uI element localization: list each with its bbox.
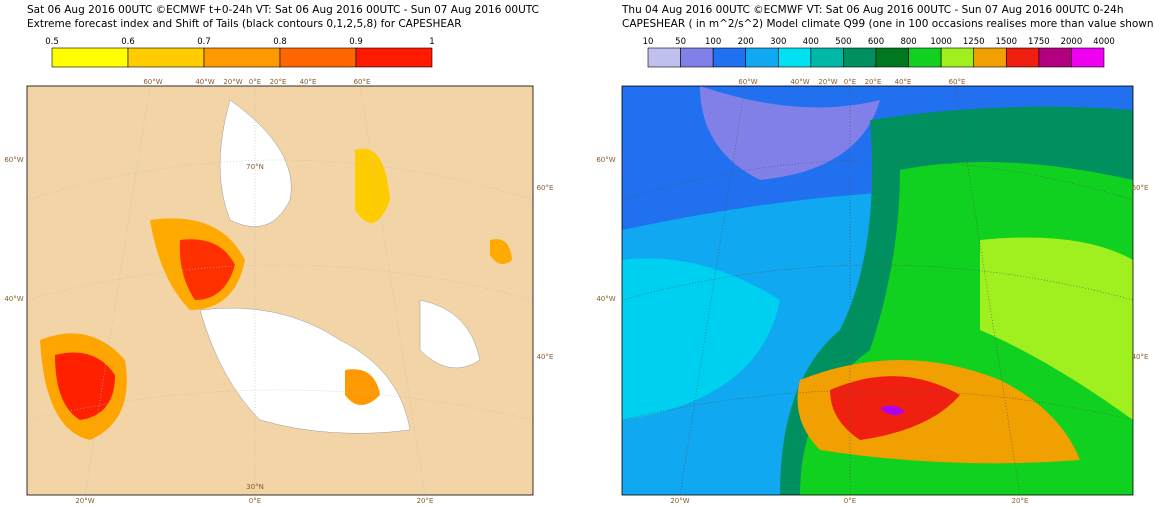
- scale-label: 0.8: [273, 37, 287, 47]
- geo-label: 40°E: [895, 78, 912, 86]
- geo-label: 40°E: [1132, 353, 1149, 361]
- geo-label: 60°E: [1132, 184, 1149, 192]
- scale-swatch: [745, 47, 779, 68]
- scale-label: 0.6: [121, 37, 135, 47]
- scale-swatch: [908, 47, 942, 68]
- scale-swatch: [203, 47, 281, 68]
- geo-label: 40°W: [195, 78, 214, 86]
- geo-label: 20°W: [670, 497, 689, 505]
- geo-label: 60°E: [354, 78, 371, 86]
- efi-map: [27, 86, 533, 495]
- geo-label: 40°W: [596, 295, 615, 303]
- geo-label: 0°E: [249, 78, 261, 86]
- scale-swatch: [810, 47, 844, 68]
- geo-label: 60°W: [143, 78, 162, 86]
- map-frame: [26, 85, 534, 496]
- panel-title: Sat 06 Aug 2016 00UTC ©ECMWF t+0-24h VT:…: [27, 4, 539, 16]
- scale-swatch: [51, 47, 129, 68]
- geo-label: 0°E: [249, 497, 261, 505]
- geo-label: 70°N: [246, 163, 264, 171]
- geo-label: 60°W: [738, 78, 757, 86]
- scale-label: 0.9: [349, 37, 363, 47]
- scale-label: 400: [803, 37, 819, 47]
- geo-label: 20°W: [75, 497, 94, 505]
- scale-swatch: [1038, 47, 1072, 68]
- scale-swatch: [875, 47, 909, 68]
- panel-title: Thu 04 Aug 2016 00UTC ©ECMWF VT: Sat 06 …: [621, 4, 1123, 16]
- scale-label: 0.7: [197, 37, 211, 47]
- scale-label: 10: [643, 37, 654, 47]
- scale-label: 1: [429, 37, 434, 47]
- scale-label: 200: [738, 37, 754, 47]
- scale-label: 500: [835, 37, 851, 47]
- geo-label: 20°E: [1012, 497, 1029, 505]
- scale-label: 1000: [930, 37, 952, 47]
- geo-label: 20°W: [223, 78, 242, 86]
- geo-label: 60°W: [596, 156, 615, 164]
- geo-label: 60°E: [537, 184, 554, 192]
- scale-label: 100: [705, 37, 721, 47]
- scale-label: 4000: [1093, 37, 1115, 47]
- scale-swatch: [279, 47, 357, 68]
- scale-label: 0.5: [45, 37, 59, 47]
- geo-label: 0°E: [844, 78, 856, 86]
- scale-label: 1500: [995, 37, 1017, 47]
- geo-label: 20°E: [417, 497, 434, 505]
- scale-label: 2000: [1061, 37, 1083, 47]
- scale-swatch: [777, 47, 812, 68]
- geo-label: 20°E: [270, 78, 287, 86]
- scale-swatch: [973, 47, 1007, 68]
- geo-label: 40°E: [300, 78, 317, 86]
- geo-label: 40°W: [4, 295, 23, 303]
- geo-label: 20°W: [818, 78, 837, 86]
- scale-label: 50: [675, 37, 686, 47]
- scale-label: 800: [900, 37, 916, 47]
- geo-label: 0°E: [844, 497, 856, 505]
- scale-label: 600: [868, 37, 884, 47]
- geo-label: 30°N: [246, 483, 264, 491]
- climate-map: [622, 86, 1133, 495]
- scale-swatch: [1071, 47, 1105, 68]
- geo-label: 20°E: [865, 78, 882, 86]
- scale-swatch: [647, 47, 681, 68]
- scale-swatch: [843, 47, 877, 68]
- geo-label: 40°E: [537, 353, 554, 361]
- scale-swatch: [1005, 47, 1040, 68]
- panel-subtitle: Extreme forecast index and Shift of Tail…: [27, 18, 462, 30]
- scale-swatch: [940, 47, 975, 68]
- scale-swatch: [680, 47, 714, 68]
- geo-label: 40°W: [790, 78, 809, 86]
- scale-swatch: [127, 47, 205, 68]
- scale-label: 1750: [1028, 37, 1050, 47]
- scale-label: 1250: [963, 37, 985, 47]
- geo-label: 60°E: [949, 78, 966, 86]
- map-frame: [621, 85, 1134, 496]
- panel-subtitle: CAPESHEAR ( in m^2/s^2) Model climate Q9…: [622, 18, 1154, 30]
- scale-swatch: [712, 47, 747, 68]
- scale-label: 300: [770, 37, 786, 47]
- scale-swatch: [355, 47, 433, 68]
- geo-label: 60°W: [4, 156, 23, 164]
